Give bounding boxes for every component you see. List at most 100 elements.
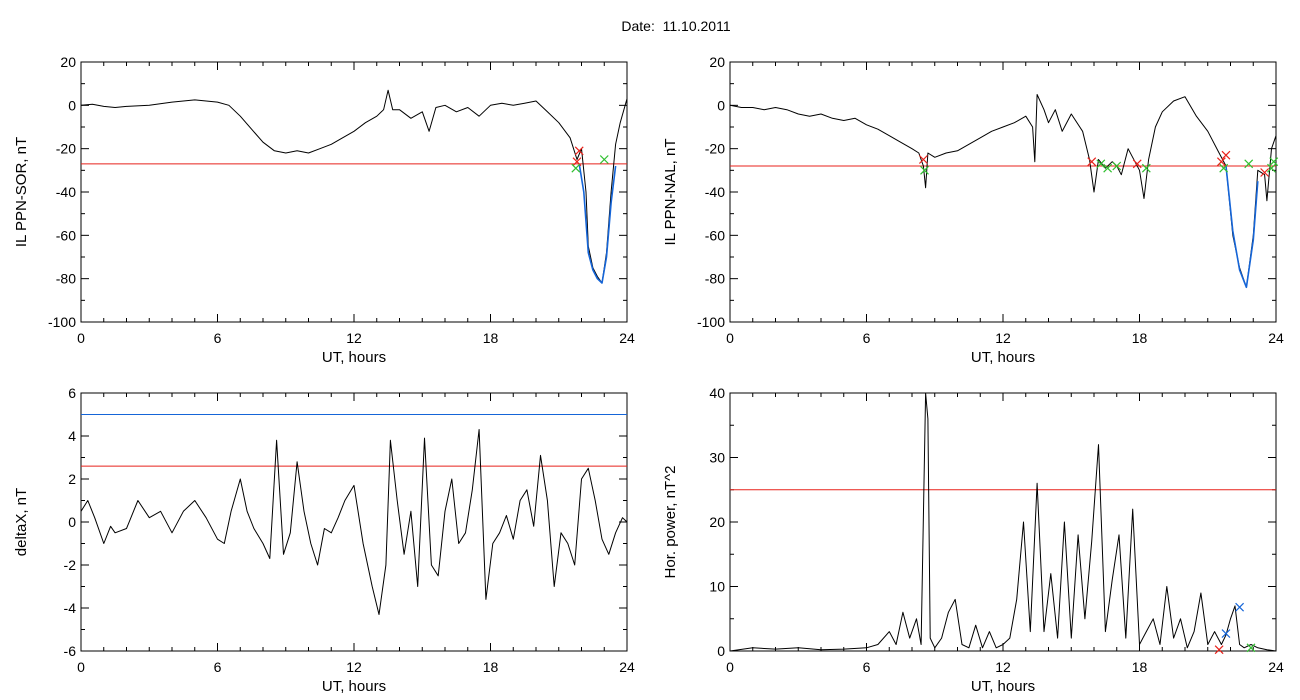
y-tick-label: 0 [68, 97, 76, 113]
marker-stroke [1219, 163, 1229, 173]
event-marker [1269, 157, 1279, 167]
event-marker [1132, 159, 1142, 169]
panel-ppn-sor: 0 6 12 18 24 -100 -80 -60 -40 -20 0 20 UT, hours IL P… [13, 54, 635, 366]
event-marker [1260, 168, 1270, 177]
y-tick-label: -20 [56, 141, 76, 157]
y-tick-label: -60 [705, 227, 725, 243]
marker-stroke [572, 157, 582, 167]
x-tick-label: 6 [214, 659, 222, 675]
x-axis-label: UT, hours [971, 349, 1035, 366]
marker-stroke [1235, 602, 1245, 612]
x-tick-label: 24 [1268, 659, 1284, 675]
event-marker [1214, 645, 1224, 655]
x-axis-label: UT, hours [322, 678, 386, 695]
x-tick-label: 0 [77, 330, 85, 346]
event-marker [574, 146, 584, 156]
marker-stroke [574, 146, 584, 156]
marker-stroke [599, 155, 609, 164]
event-marker [1267, 163, 1276, 173]
data-series-line [730, 393, 1276, 651]
data-series-line [81, 429, 627, 615]
event-marker [1244, 159, 1254, 169]
x-axis-label: UT, hours [971, 678, 1035, 695]
x-tick-label: 18 [1132, 659, 1148, 675]
y-tick-label: -40 [705, 184, 725, 200]
y-tick-label: 20 [709, 54, 725, 70]
y-tick-label: -100 [48, 314, 76, 330]
y-axis-label: deltaX, nT [13, 488, 30, 556]
y-tick-label: 0 [68, 514, 76, 530]
y-tick-label: 4 [68, 428, 76, 444]
x-tick-label: 24 [619, 659, 635, 675]
event-marker [1141, 163, 1151, 173]
x-tick-label: 0 [726, 659, 734, 675]
event-marker [1103, 163, 1113, 173]
event-marker [599, 155, 609, 164]
y-tick-label: 0 [717, 97, 725, 113]
marker-stroke [571, 163, 581, 173]
marker-stroke [1221, 150, 1231, 160]
y-tick-label: -60 [56, 227, 76, 243]
y-tick-label: -100 [697, 314, 725, 330]
y-tick-label: 2 [68, 471, 76, 487]
y-tick-label: 40 [709, 385, 725, 401]
highlight-series-line [1225, 165, 1259, 289]
y-axis-label: IL PPN-NAL, nT [662, 139, 679, 246]
marker-stroke [1096, 159, 1106, 169]
event-marker [918, 155, 928, 164]
marker-stroke [918, 155, 928, 164]
marker-stroke [1214, 645, 1224, 655]
event-marker [1221, 629, 1231, 639]
x-tick-label: 0 [726, 330, 734, 346]
x-tick-label: 12 [995, 330, 1011, 346]
event-marker [1235, 602, 1245, 612]
figure-title: Date: 11.10.2011 [621, 18, 731, 34]
event-marker [571, 163, 581, 173]
y-tick-label: 20 [60, 54, 76, 70]
y-axis-label: Hor. power, nT^2 [662, 466, 679, 579]
y-tick-label: -20 [705, 141, 725, 157]
x-tick-label: 0 [77, 659, 85, 675]
marker-stroke [1112, 161, 1122, 171]
y-tick-label: 20 [709, 514, 725, 530]
panel-ppn-nal: 0 6 12 18 24 -100 -80 -60 -40 -20 0 20 UT, hours IL P… [662, 54, 1284, 366]
marker-stroke [1244, 159, 1254, 169]
data-series-line [730, 94, 1276, 288]
y-tick-label: -40 [56, 184, 76, 200]
panel-hor-power: 0 6 12 18 24 0 10 20 30 40 UT, hours Hor. power, nT… [662, 385, 1284, 695]
event-marker [1112, 161, 1122, 171]
data-series-line [81, 89, 627, 284]
event-marker [1087, 157, 1097, 167]
event-marker [1219, 163, 1229, 173]
x-tick-label: 18 [483, 659, 499, 675]
y-tick-label: -80 [56, 271, 76, 287]
event-marker [1246, 643, 1256, 653]
plot-frame [80, 392, 628, 652]
y-tick-label: -80 [705, 271, 725, 287]
y-tick-label: 6 [68, 385, 76, 401]
marker-stroke [1132, 159, 1142, 169]
event-marker [1096, 159, 1106, 169]
plot-frame [729, 61, 1277, 323]
x-tick-label: 12 [995, 659, 1011, 675]
x-axis-label: UT, hours [322, 349, 386, 366]
marker-stroke [1103, 163, 1113, 173]
y-tick-label: 30 [709, 450, 725, 466]
marker-stroke [1267, 163, 1276, 173]
event-marker [1216, 157, 1226, 167]
marker-stroke [1260, 168, 1270, 177]
marker-stroke [1221, 629, 1231, 639]
marker-stroke [1269, 157, 1279, 167]
highlight-series-line [578, 163, 617, 284]
plot-frame [80, 61, 628, 323]
plot-frame [729, 392, 1277, 652]
event-marker [920, 165, 929, 175]
x-tick-label: 6 [863, 659, 871, 675]
y-tick-label: 0 [717, 643, 725, 659]
x-tick-label: 6 [214, 330, 222, 346]
marker-stroke [1087, 157, 1097, 167]
x-tick-label: 12 [346, 659, 362, 675]
y-tick-label: -2 [64, 557, 77, 573]
